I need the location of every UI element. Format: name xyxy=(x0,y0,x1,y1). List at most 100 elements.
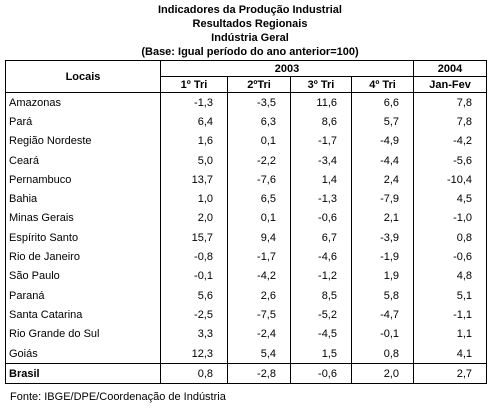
cell-value: -0,6 xyxy=(413,247,488,267)
cell-value: -1,2 xyxy=(290,266,352,286)
row-label: Brasil xyxy=(5,363,161,385)
table-row: Pernambuco 13,7 -7,6 1,4 2,4 -10,4 xyxy=(5,170,488,190)
cell-value: 2,6 xyxy=(227,285,291,306)
header-row: Locais 2003 2004 xyxy=(5,60,488,93)
row-label: Ceará xyxy=(5,150,161,171)
cell-value: 13,7 xyxy=(160,170,228,190)
cell-value: -5,6 xyxy=(413,150,488,171)
cell-value: 1,5 xyxy=(290,343,352,364)
cell-value: 6,5 xyxy=(227,189,291,209)
cell-value: -4,2 xyxy=(227,266,291,286)
row-label: Santa Catarina xyxy=(5,305,161,325)
table-row: Rio de Janeiro -0,8 -1,7 -4,6 -1,9 -0,6 xyxy=(5,247,488,267)
table-row: Minas Gerais 2,0 0,1 -0,6 2,1 -1,0 xyxy=(5,208,488,229)
cell-value: -2,5 xyxy=(160,305,228,325)
cell-value: 7,8 xyxy=(413,92,488,113)
cell-value: 1,9 xyxy=(350,266,415,286)
cell-value: -3,4 xyxy=(290,150,352,171)
cell-value: 2,1 xyxy=(350,208,415,229)
cell-value: 2,0 xyxy=(350,363,415,385)
cell-value: -7,6 xyxy=(227,170,291,190)
cell-value: 2,4 xyxy=(350,170,415,190)
row-label: Pernambuco xyxy=(5,170,161,190)
cell-value: -2,2 xyxy=(227,150,291,171)
cell-value: 5,0 xyxy=(160,150,228,171)
row-label: Goiás xyxy=(5,343,161,364)
title: Indicadores da Produção Industrial xyxy=(158,4,342,16)
cell-value: -2,8 xyxy=(227,363,291,385)
column-header: 3º Tri xyxy=(290,76,352,93)
cell-value: 4,1 xyxy=(413,343,488,364)
cell-value: 15,7 xyxy=(160,228,228,248)
cell-value: -10,4 xyxy=(413,170,488,190)
cell-value: 8,5 xyxy=(290,285,352,306)
cell-value: -1,9 xyxy=(350,247,415,267)
row-label: Paraná xyxy=(5,285,161,306)
cell-value: 1,4 xyxy=(290,170,352,190)
cell-value: -0,1 xyxy=(160,266,228,286)
column-header: 2ºTri xyxy=(227,76,291,93)
cell-value: -0,8 xyxy=(160,247,228,267)
cell-value: 0,1 xyxy=(227,131,291,151)
cell-value: 1,6 xyxy=(160,131,228,151)
cell-value: 6,7 xyxy=(290,228,352,248)
cell-value: -7,5 xyxy=(227,305,291,325)
cell-value: 5,4 xyxy=(227,343,291,364)
subtitle: Resultados Regionais xyxy=(192,18,308,30)
table-row: Santa Catarina -2,5 -7,5 -5,2 -4,7 -1,1 xyxy=(5,305,488,325)
cell-value: 3,3 xyxy=(160,324,228,344)
cell-value: 8,6 xyxy=(290,112,352,132)
cell-value: -4,7 xyxy=(350,305,415,325)
cell-value: -4,4 xyxy=(350,150,415,171)
cell-value: 11,6 xyxy=(290,92,352,113)
cell-value: 6,6 xyxy=(350,92,415,113)
table-body: Amazonas -1,3 -3,5 11,6 6,6 7,8 Pará 6,4 6,3 8,6 5… xyxy=(5,92,488,385)
cell-value: 2,7 xyxy=(413,363,488,385)
column-header: 4º Tri xyxy=(350,76,415,93)
cell-value: -4,5 xyxy=(290,324,352,344)
row-label: Região Nordeste xyxy=(5,131,161,151)
group-header: 2003 xyxy=(159,60,415,77)
source: Fonte: IBGE/DPE/Coordenação de Indústria xyxy=(10,391,226,403)
cell-value: 6,4 xyxy=(160,112,228,132)
cell-value: 5,7 xyxy=(350,112,415,132)
table-row: Espírito Santo 15,7 9,4 6,7 -3,9 0,8 xyxy=(5,228,488,248)
cell-value: 5,6 xyxy=(160,285,228,306)
data-table: Locais 2003 2004 1º Tri 2ºTri 3º Tri 4º Tri… xyxy=(5,60,488,385)
cell-value: -1,0 xyxy=(413,208,488,229)
cell-value: -0,1 xyxy=(350,324,415,344)
cell-value: -7,9 xyxy=(350,189,415,209)
cell-value: -4,2 xyxy=(413,131,488,151)
row-header: Locais xyxy=(5,60,161,93)
cell-value: -1,3 xyxy=(160,92,228,113)
cell-value: 0,8 xyxy=(413,228,488,248)
cell-value: 7,8 xyxy=(413,112,488,132)
cell-value: -3,5 xyxy=(227,92,291,113)
cell-value: -4,9 xyxy=(350,131,415,151)
table-row: Goiás 12,3 5,4 1,5 0,8 4,1 xyxy=(5,343,488,364)
cell-value: 4,5 xyxy=(413,189,488,209)
cell-value: -0,6 xyxy=(290,363,352,385)
table-row: Bahia 1,0 6,5 -1,3 -7,9 4,5 xyxy=(5,189,488,209)
column-row: 1º Tri 2ºTri 3º Tri 4º Tri Jan-Fev xyxy=(6,76,488,93)
column-header: Jan-Fev xyxy=(413,76,488,93)
table-row: Pará 6,4 6,3 8,6 5,7 7,8 xyxy=(5,112,488,132)
cell-value: 0,1 xyxy=(227,208,291,229)
row-label: Rio Grande do Sul xyxy=(5,324,161,344)
table-row: Paraná 5,6 2,6 8,5 5,8 5,1 xyxy=(5,285,488,306)
cell-value: -1,1 xyxy=(413,305,488,325)
base-note: (Base: Igual período do ano anterior=100… xyxy=(141,46,359,58)
cell-value: -1,7 xyxy=(227,247,291,267)
row-label: Minas Gerais xyxy=(5,208,161,229)
cell-value: 9,4 xyxy=(227,228,291,248)
cell-value: 12,3 xyxy=(160,343,228,364)
row-label: Rio de Janeiro xyxy=(5,247,161,267)
table-row: Brasil 0,8 -2,8 -0,6 2,0 2,7 xyxy=(5,363,488,385)
cell-value: -5,2 xyxy=(290,305,352,325)
cell-value: 5,8 xyxy=(350,285,415,306)
row-label: Bahia xyxy=(5,189,161,209)
cell-value: 5,1 xyxy=(413,285,488,306)
cell-value: 0,8 xyxy=(350,343,415,364)
cell-value: 2,0 xyxy=(160,208,228,229)
